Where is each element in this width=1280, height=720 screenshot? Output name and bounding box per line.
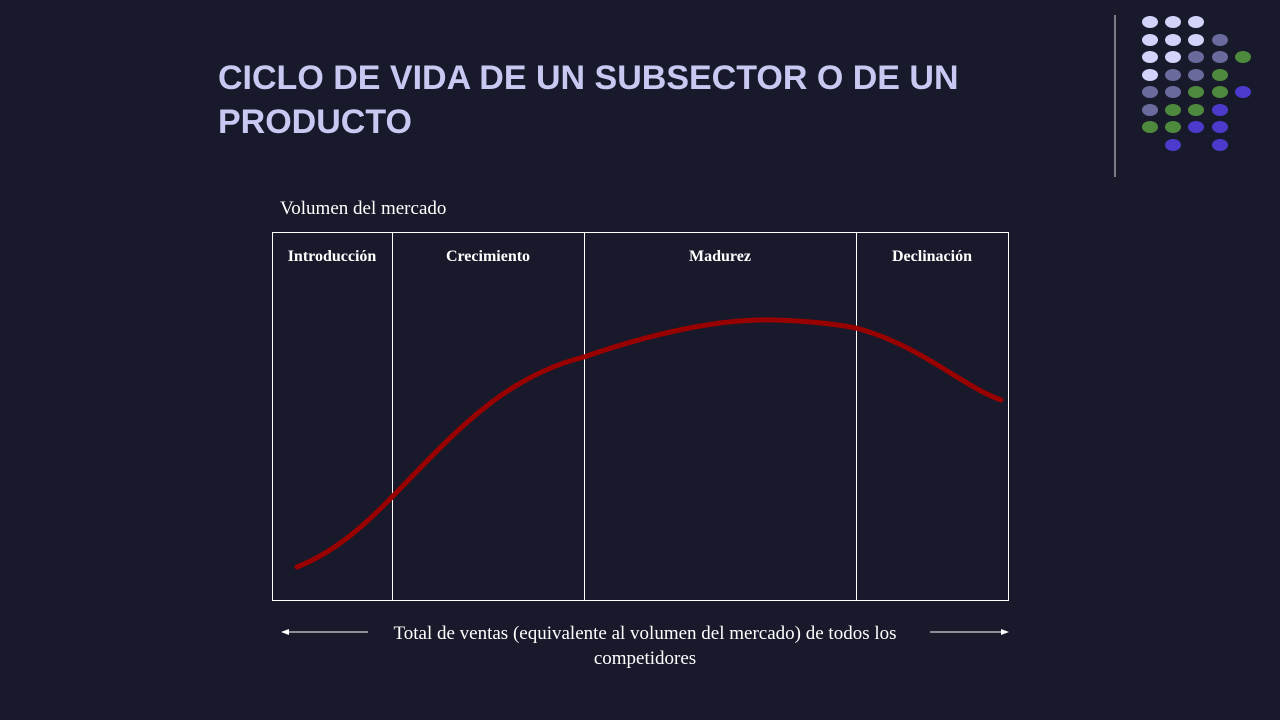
dot bbox=[1165, 121, 1181, 133]
dot bbox=[1188, 69, 1204, 81]
dot bbox=[1165, 86, 1181, 98]
dot bbox=[1188, 104, 1204, 116]
dot bbox=[1212, 121, 1228, 133]
stage-label: Introducción bbox=[287, 248, 377, 265]
dot bbox=[1142, 86, 1158, 98]
dot bbox=[1212, 86, 1228, 98]
y-axis-label: Volumen del mercado bbox=[280, 198, 447, 219]
dot bbox=[1212, 69, 1228, 81]
stage-label: Declinación bbox=[892, 248, 972, 265]
dot bbox=[1235, 51, 1251, 63]
dot bbox=[1188, 86, 1204, 98]
dot bbox=[1165, 34, 1181, 46]
dot bbox=[1212, 104, 1228, 116]
stage-label: Madurez bbox=[689, 248, 751, 265]
frame bbox=[272, 232, 1009, 601]
dot bbox=[1212, 139, 1228, 151]
dot bbox=[1142, 34, 1158, 46]
dot bbox=[1188, 34, 1204, 46]
dot bbox=[1212, 34, 1228, 46]
title: CICLO DE VIDA DE UN SUBSECTOR O DE UN PR… bbox=[218, 59, 959, 141]
dot bbox=[1165, 51, 1181, 63]
dot bbox=[1188, 51, 1204, 63]
dot bbox=[1212, 51, 1228, 63]
dot bbox=[1142, 69, 1158, 81]
life-cycle-curve bbox=[294, 317, 1004, 570]
dot bbox=[1188, 16, 1204, 28]
dot bbox=[1142, 16, 1158, 28]
dot bbox=[1165, 16, 1181, 28]
dot bbox=[1165, 104, 1181, 116]
dot bbox=[1142, 104, 1158, 116]
dot bbox=[1188, 121, 1204, 133]
dot bbox=[1165, 69, 1181, 81]
dot bbox=[1165, 139, 1181, 151]
decoration-dots bbox=[1142, 16, 1251, 151]
x-axis-label: Total de ventas (equivalente al volumen … bbox=[393, 623, 897, 669]
dot bbox=[1142, 121, 1158, 133]
stage-label: Crecimiento bbox=[445, 248, 531, 265]
dot bbox=[1142, 51, 1158, 63]
dot bbox=[1235, 86, 1251, 98]
